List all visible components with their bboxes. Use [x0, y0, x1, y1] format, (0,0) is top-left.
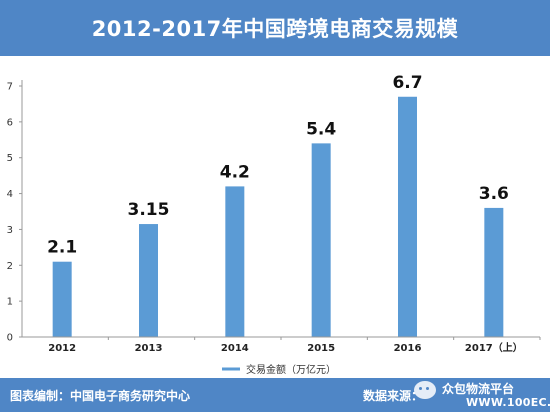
data-label: 3.6	[479, 184, 509, 204]
bar	[311, 143, 331, 337]
x-tick-label: 2012	[48, 343, 76, 354]
x-tick-label: 2016	[394, 343, 422, 354]
data-label: 2.1	[47, 238, 77, 258]
source-label: 图表编制：中国电子商务研究中心	[10, 389, 191, 403]
watermark: 众包物流平台 WWW.100EC.CN	[408, 378, 550, 412]
data-source-label: 数据来源：	[363, 389, 424, 403]
bar	[225, 186, 245, 337]
data-label: 6.7	[392, 73, 422, 93]
y-tick-label: 4	[7, 189, 13, 200]
bars: 2.1 3.15 4.2 5.4 6.7 3.6	[47, 73, 509, 337]
y-tick-label: 3	[7, 225, 13, 236]
data-label: 4.2	[220, 162, 250, 182]
x-tick-label: 2015	[307, 343, 335, 354]
x-tick-label: 2014	[221, 343, 249, 354]
data-label: 5.4	[306, 119, 336, 139]
data-label: 3.15	[128, 200, 170, 220]
bar	[139, 224, 158, 337]
wechat-icon	[414, 381, 436, 399]
y-tick-label: 0	[7, 333, 13, 344]
x-tick-label: 2017（上）	[465, 341, 523, 354]
x-tick-label: 2013	[135, 343, 163, 354]
y-tick-label: 1	[7, 297, 13, 308]
x-axis: 2012 2013 2014 2015 2016 2017（上）	[22, 336, 541, 354]
bar	[398, 96, 417, 337]
bar	[484, 207, 504, 337]
y-axis: 0 1 2 3 4 5 6 7	[7, 80, 23, 344]
footer: 图表编制：中国电子商务研究中心 数据来源： 众包物流平台 WWW.100EC.C…	[0, 378, 550, 412]
legend-label: 交易金额（万亿元）	[246, 363, 336, 376]
bar	[52, 261, 72, 337]
legend: 交易金额（万亿元）	[222, 363, 336, 376]
y-tick-label: 6	[7, 117, 13, 128]
chart-header: 2012-2017年中国跨境电商交易规模	[0, 0, 550, 56]
chart-title: 2012-2017年中国跨境电商交易规模	[91, 17, 459, 41]
watermark-url: WWW.100EC.CN	[466, 396, 550, 409]
y-tick-label: 7	[7, 82, 13, 93]
watermark-name: 众包物流平台	[442, 382, 515, 396]
y-tick-label: 5	[7, 153, 13, 164]
y-tick-label: 2	[7, 261, 13, 272]
